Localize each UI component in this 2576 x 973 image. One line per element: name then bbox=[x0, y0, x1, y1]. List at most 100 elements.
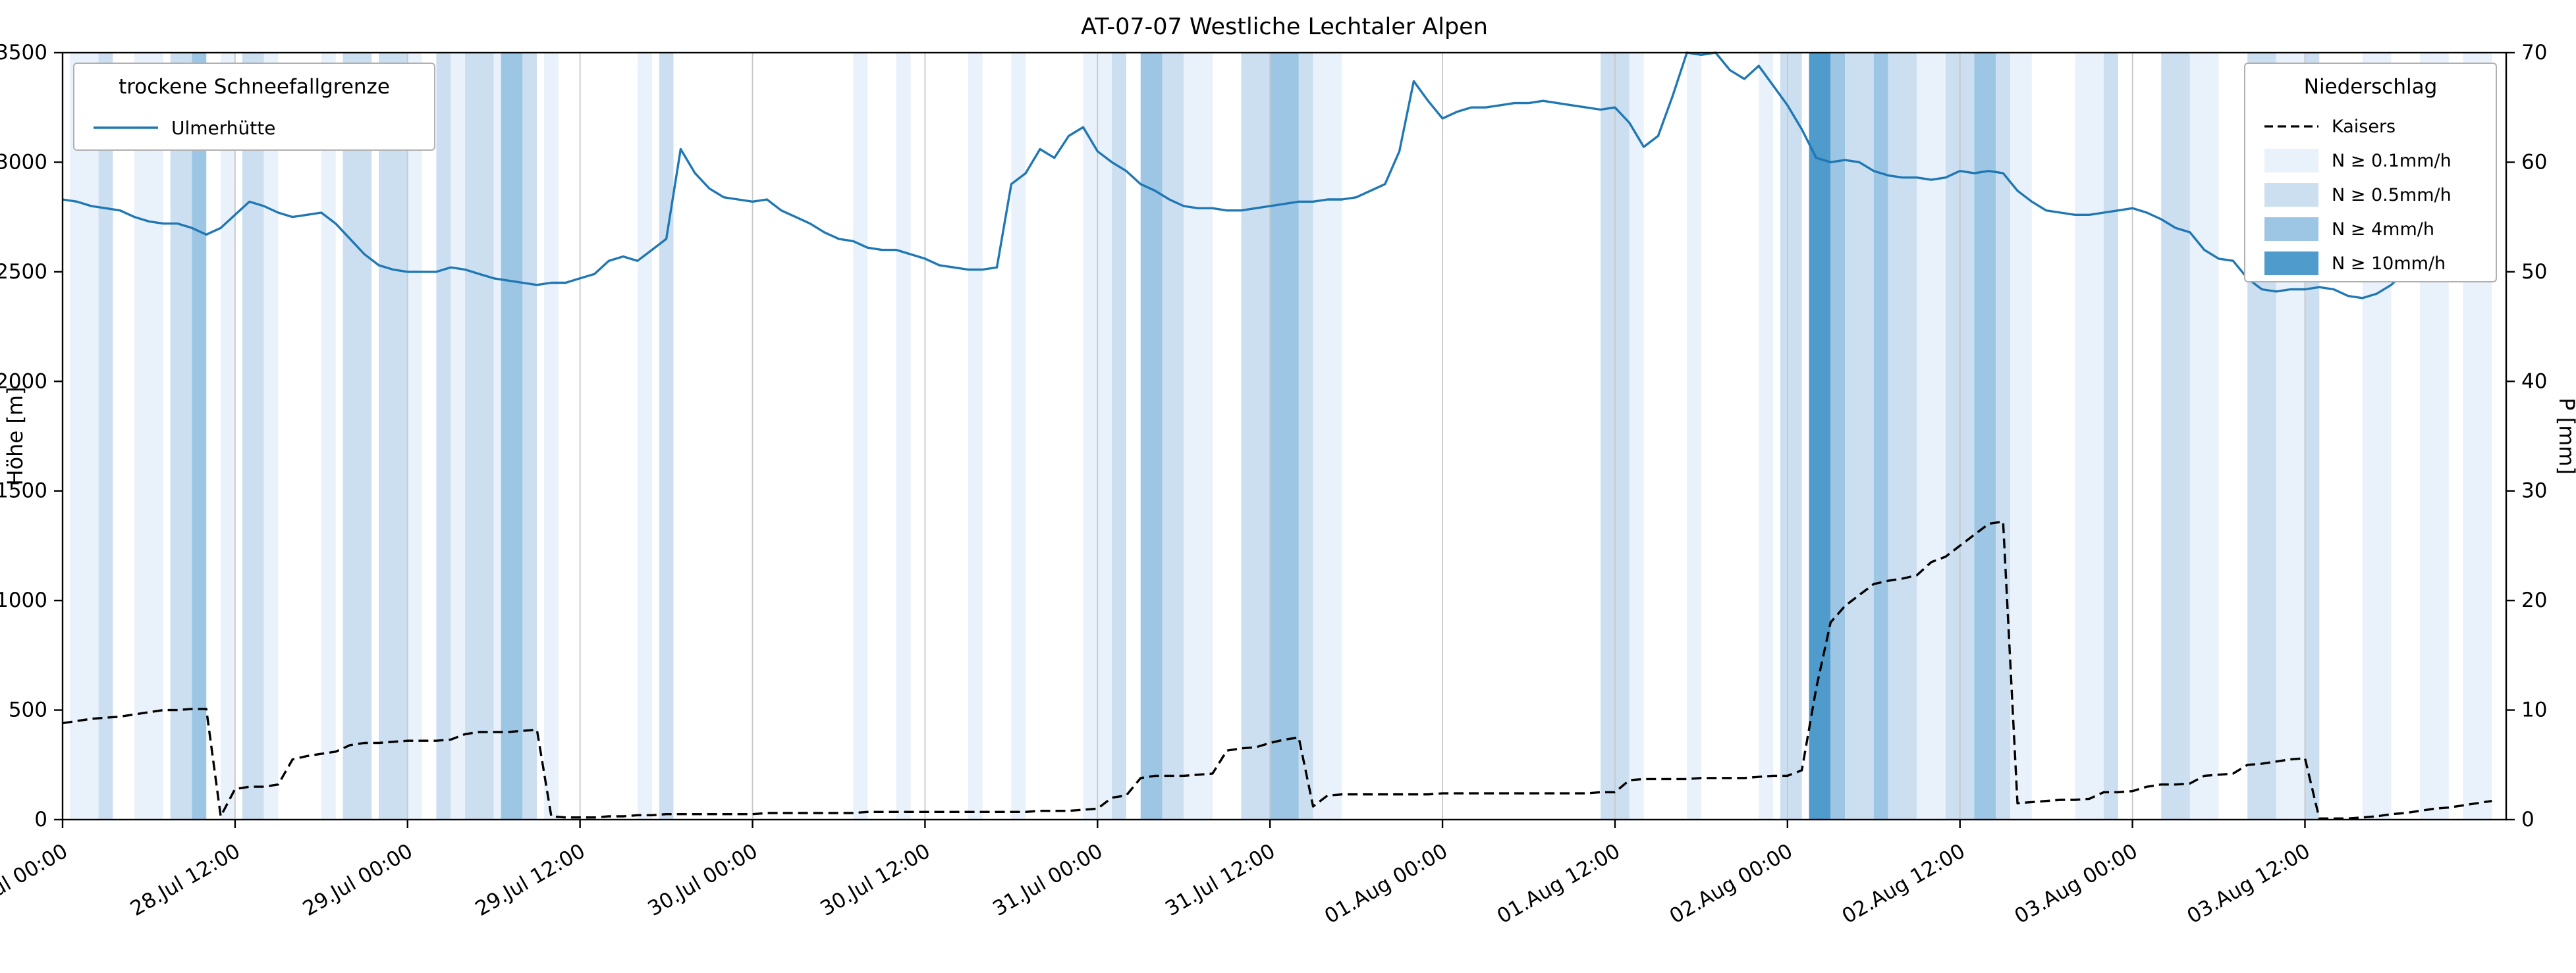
precip-band bbox=[221, 53, 235, 820]
snowline-series bbox=[62, 51, 2492, 300]
x-tick-label: 30.Jul 00:00 bbox=[644, 839, 762, 921]
y-axis-label-right: P [mm] bbox=[2554, 398, 2576, 475]
precip-band bbox=[69, 53, 99, 820]
legend-patch-sample bbox=[2264, 251, 2318, 275]
y-tick-label-left: 2000 bbox=[0, 369, 47, 393]
precip-band bbox=[343, 53, 372, 820]
y-tick-label-right: 70 bbox=[2521, 41, 2547, 65]
precip-band bbox=[1162, 53, 1184, 820]
precip-band bbox=[493, 53, 501, 820]
y-tick-label-right: 40 bbox=[2521, 369, 2547, 393]
precip-band bbox=[465, 53, 494, 820]
legend-title: Niederschlag bbox=[2304, 75, 2438, 99]
y-tick-label-right: 50 bbox=[2521, 260, 2547, 284]
precip-band bbox=[134, 53, 163, 820]
precip-band bbox=[1687, 53, 1701, 820]
y-tick-label-left: 3000 bbox=[0, 150, 47, 174]
precip-band bbox=[1241, 53, 1271, 820]
chart-title: AT-07-07 Westliche Lechtaler Alpen bbox=[1081, 14, 1488, 40]
precip-band bbox=[170, 53, 192, 820]
x-tick-label: 29.Jul 12:00 bbox=[472, 839, 589, 921]
x-tick-label: 29.Jul 00:00 bbox=[299, 839, 417, 921]
y-tick-label-right: 60 bbox=[2521, 150, 2547, 174]
y-tick-label-left: 3500 bbox=[0, 41, 47, 65]
precip-band bbox=[98, 53, 113, 820]
precip-band bbox=[1011, 53, 1026, 820]
x-tick-label: 30.Jul 12:00 bbox=[816, 839, 934, 921]
precip-band bbox=[522, 53, 537, 820]
legend-patch-sample bbox=[2264, 217, 2318, 241]
x-tick-label: 31.Jul 12:00 bbox=[1161, 839, 1279, 921]
precip-band bbox=[1830, 53, 1846, 820]
precip-band bbox=[263, 53, 279, 820]
precip-band bbox=[2189, 53, 2219, 820]
precip-band bbox=[321, 53, 336, 820]
precip-band bbox=[1184, 53, 1213, 820]
precip-band bbox=[1112, 53, 1126, 820]
legend-entry-label: N ≥ 0.5mm/h bbox=[2332, 185, 2452, 205]
x-tick-label: 02.Aug 12:00 bbox=[1838, 839, 1969, 929]
precip-band bbox=[1974, 53, 1996, 820]
precip-band bbox=[659, 53, 674, 820]
legend-entry-label: N ≥ 0.1mm/h bbox=[2332, 151, 2452, 171]
precip-band bbox=[407, 53, 422, 820]
precip-band bbox=[544, 53, 559, 820]
precip-band bbox=[436, 53, 451, 820]
precip-band bbox=[1313, 53, 1342, 820]
precip-band bbox=[1917, 53, 1946, 820]
y-tick-label-left: 1000 bbox=[0, 589, 47, 612]
y-tick-label-left: 1500 bbox=[0, 479, 47, 503]
precip-band bbox=[1759, 53, 1773, 820]
precip-band bbox=[379, 53, 408, 820]
y-tick-label-right: 30 bbox=[2521, 479, 2547, 503]
legend-snowline: trockene Schneefallgrenze Ulmerhütte bbox=[73, 63, 435, 151]
y-tick-label-left: 2500 bbox=[0, 260, 47, 284]
x-tick-label: 28.Jul 00:00 bbox=[0, 839, 72, 921]
precip-band bbox=[853, 53, 868, 820]
precip-bands bbox=[69, 53, 2492, 820]
x-tick-label: 28.Jul 12:00 bbox=[126, 839, 244, 921]
x-tick-label: 01.Aug 00:00 bbox=[1321, 839, 1452, 929]
legend-patch-sample bbox=[2264, 149, 2318, 172]
precip-band bbox=[2075, 53, 2104, 820]
legend-title: trockene Schneefallgrenze bbox=[119, 75, 390, 99]
precip-band bbox=[242, 53, 264, 820]
legend-entry-label: Ulmerhütte bbox=[171, 117, 275, 139]
precip-band bbox=[1873, 53, 1888, 820]
plot-frame bbox=[61, 51, 2507, 821]
precip-band bbox=[896, 53, 911, 820]
x-tick-label: 31.Jul 00:00 bbox=[989, 839, 1107, 921]
y-tick-label-left: 0 bbox=[34, 808, 47, 831]
precip-band bbox=[1888, 53, 1917, 820]
precip-band bbox=[968, 53, 983, 820]
precip-band bbox=[451, 53, 466, 820]
precip-band bbox=[637, 53, 652, 820]
precip-band bbox=[2103, 53, 2118, 820]
legend-entry-label: Kaisers bbox=[2332, 117, 2396, 137]
precip-band bbox=[192, 53, 207, 820]
y-tick-label-left: 500 bbox=[9, 698, 47, 722]
legend-entry-label: N ≥ 10mm/h bbox=[2332, 253, 2446, 274]
x-tick-label: 02.Aug 00:00 bbox=[1666, 839, 1797, 929]
legend-patch-sample bbox=[2264, 183, 2318, 207]
precip-band bbox=[2161, 53, 2190, 820]
x-tick-label: 03.Aug 00:00 bbox=[2011, 839, 2142, 929]
precip-band bbox=[1140, 53, 1163, 820]
legend-box bbox=[73, 63, 435, 151]
precip-band bbox=[2010, 53, 2032, 820]
y-axis-label-left: Höhe [m] bbox=[3, 387, 28, 486]
precip-band bbox=[1298, 53, 1313, 820]
legend-precip: Niederschlag Kaisers N ≥ 0.1mm/h N ≥ 0.5mm/… bbox=[2244, 63, 2497, 282]
y-tick-label-right: 10 bbox=[2521, 698, 2547, 722]
x-tick-label: 01.Aug 12:00 bbox=[1493, 839, 1624, 929]
precip-band bbox=[1780, 53, 1802, 820]
precip-band bbox=[1996, 53, 2011, 820]
precip-series bbox=[62, 520, 2492, 820]
precip-band bbox=[1809, 53, 1831, 820]
precip-band bbox=[1629, 53, 1644, 820]
y-tick-label-right: 0 bbox=[2521, 808, 2535, 831]
x-tick-label: 03.Aug 12:00 bbox=[2183, 839, 2314, 929]
precip-band bbox=[501, 53, 523, 820]
